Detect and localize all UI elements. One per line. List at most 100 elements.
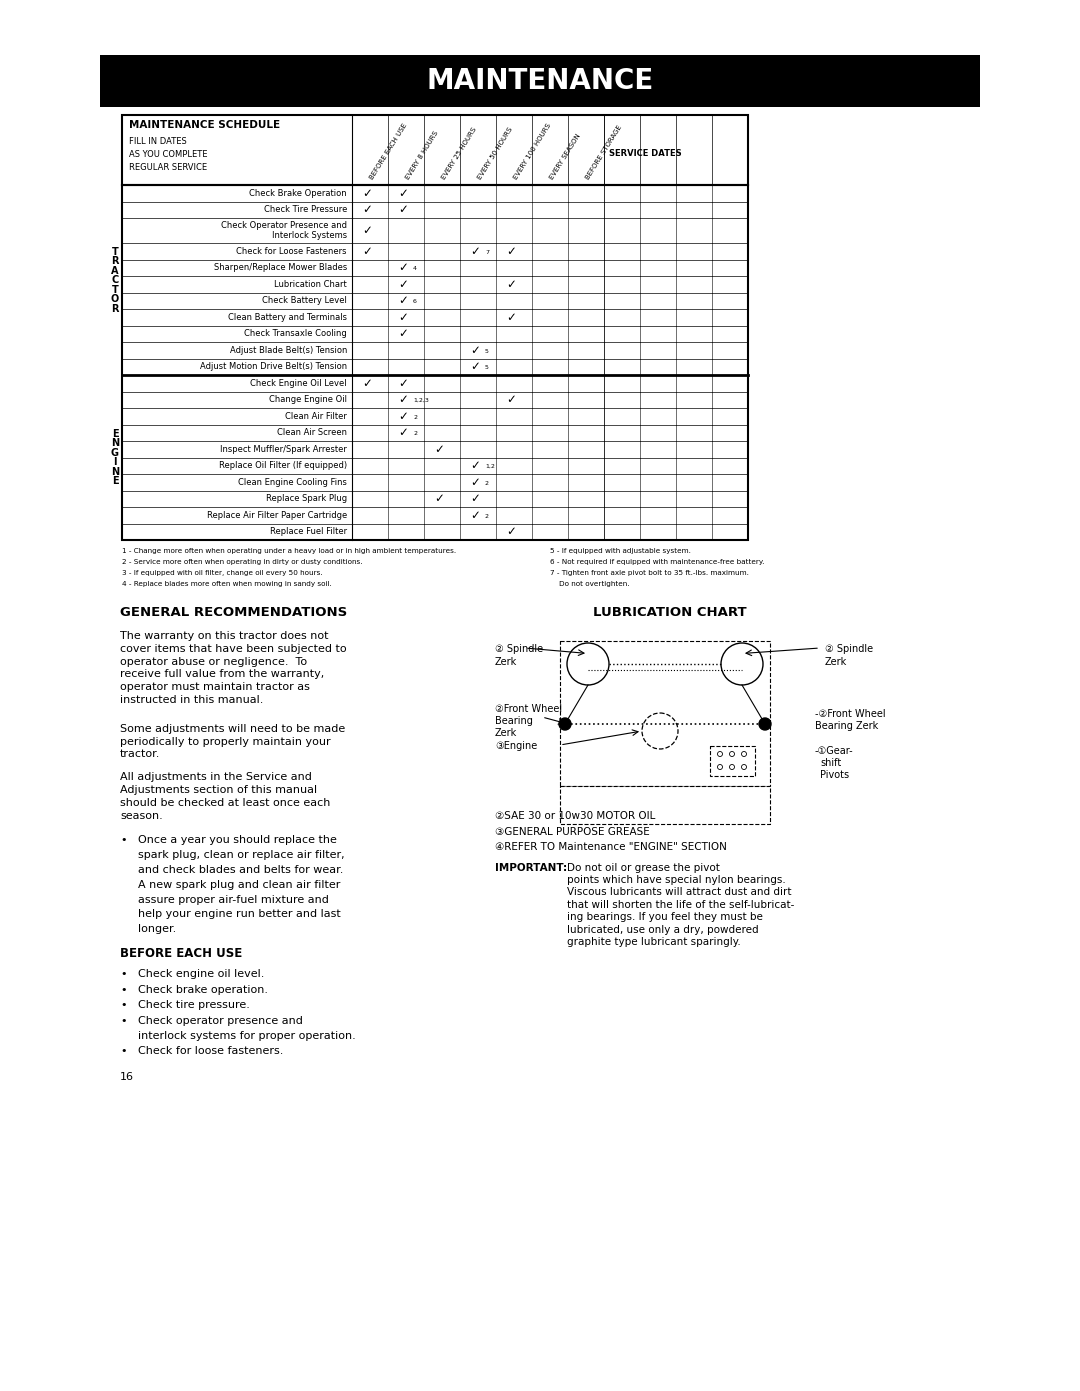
Text: Check Battery Level: Check Battery Level [262,296,347,305]
Text: Once a year you should replace the: Once a year you should replace the [138,836,337,846]
Text: ③Engine: ③Engine [495,741,537,751]
Text: FILL IN DATES: FILL IN DATES [129,136,187,146]
Text: ✓: ✓ [470,344,480,356]
Text: Check for Loose Fasteners: Check for Loose Fasteners [237,246,347,256]
Text: 2: 2 [485,481,489,485]
Text: Bearing: Bearing [495,716,532,726]
Text: •: • [120,1015,126,1025]
Text: 2 - Service more often when operating in dirty or dusty conditions.: 2 - Service more often when operating in… [122,559,363,565]
Circle shape [559,718,571,730]
Text: R: R [111,256,119,266]
Text: All adjustments in the Service and
Adjustments section of this manual
should be : All adjustments in the Service and Adjus… [120,772,330,821]
Text: The warranty on this tractor does not
cover items that have been subjected to
op: The warranty on this tractor does not co… [120,632,347,705]
Text: •: • [120,985,126,995]
Text: SERVICE DATES: SERVICE DATES [609,149,681,159]
Text: interlock systems for proper operation.: interlock systems for proper operation. [138,1031,355,1040]
Text: 2: 2 [485,513,489,519]
Text: A: A [111,266,119,275]
Bar [122,115,748,185]
Text: Check Transaxle Cooling: Check Transaxle Cooling [244,330,347,338]
Text: -①Gear-: -①Gear- [815,746,853,755]
Text: Inspect Muffler/Spark Arrester: Inspect Muffler/Spark Arrester [220,445,347,453]
Text: Zerk: Zerk [825,657,847,668]
Bar [710,746,755,776]
Text: ✓: ✓ [399,394,408,406]
Text: 1 - Change more often when operating under a heavy load or in high ambient tempe: 1 - Change more often when operating und… [122,548,456,554]
Text: Check tire pressure.: Check tire pressure. [138,1000,249,1010]
Text: 6: 6 [413,299,417,305]
Text: and check blades and belts for wear.: and check blades and belts for wear. [138,865,343,875]
Text: C: C [111,275,119,285]
Text: Check Tire Pressure: Check Tire Pressure [264,206,347,214]
Text: ✓: ✓ [434,492,444,505]
Text: Zerk: Zerk [495,727,517,739]
Text: 1,2: 1,2 [485,465,495,469]
Text: ✓: ✓ [362,203,372,216]
Text: AS YOU COMPLETE: AS YOU COMPLETE [129,150,207,159]
Text: R: R [111,303,119,313]
Text: 7 - Tighten front axle pivot bolt to 35 ft.-lbs. maximum.: 7 - Tighten front axle pivot bolt to 35 … [550,570,748,576]
Text: ✓: ✓ [507,278,516,291]
Text: ✓: ✓ [507,310,516,324]
Text: ②SAE 30 or 10w30 MOTOR OIL: ②SAE 30 or 10w30 MOTOR OIL [495,811,656,821]
Text: ✓: ✓ [470,360,480,373]
Text: BEFORE EACH USE: BEFORE EACH USE [369,122,408,181]
Text: Check engine oil level.: Check engine oil level. [138,970,265,979]
Text: BEFORE EACH USE: BEFORE EACH USE [120,947,242,960]
Text: N: N [111,467,119,477]
Text: 4: 4 [413,266,417,271]
Text: G: G [111,448,119,458]
Text: 5: 5 [485,349,489,353]
Text: 16: 16 [120,1072,134,1082]
Text: T: T [111,285,119,295]
Text: ② Spindle: ② Spindle [495,644,543,654]
Text: Check Operator Presence and
Interlock Systems: Check Operator Presence and Interlock Sy… [221,221,347,239]
Text: ✓: ✓ [399,262,408,274]
Text: Adjust Blade Belt(s) Tension: Adjust Blade Belt(s) Tension [230,346,347,355]
Bar [561,641,770,786]
Text: 1,2,3: 1,2,3 [413,398,429,403]
Bar [100,56,980,107]
Text: ✓: ✓ [399,426,408,440]
Text: Bearing Zerk: Bearing Zerk [815,721,878,732]
Text: Check Brake Operation: Check Brake Operation [249,189,347,198]
Text: IMPORTANT:: IMPORTANT: [495,862,567,872]
Text: A new spark plug and clean air filter: A new spark plug and clean air filter [138,879,340,890]
Text: ✓: ✓ [362,224,372,236]
Text: ✓: ✓ [507,526,516,538]
Text: LUBRICATION CHART: LUBRICATION CHART [593,606,746,619]
Text: EVERY 8 HOURS: EVERY 8 HOURS [405,131,440,181]
Text: help your engine run better and last: help your engine run better and last [138,910,341,919]
Text: ✓: ✓ [362,377,372,389]
Text: Replace Fuel Filter: Replace Fuel Filter [270,527,347,537]
Text: ✓: ✓ [470,459,480,473]
Text: BEFORE STORAGE: BEFORE STORAGE [585,125,623,181]
Text: •: • [120,1000,126,1010]
Text: Adjust Motion Drive Belt(s) Tension: Adjust Motion Drive Belt(s) Tension [200,362,347,371]
Text: Check brake operation.: Check brake operation. [138,985,268,995]
Text: ✓: ✓ [507,394,516,406]
Text: I: I [113,458,117,467]
Text: •: • [120,1046,126,1057]
Text: Lubrication Chart: Lubrication Chart [274,280,347,289]
Text: Replace Air Filter Paper Cartridge: Replace Air Filter Paper Cartridge [206,510,347,520]
Text: ④REFER TO Maintenance "ENGINE" SECTION: ④REFER TO Maintenance "ENGINE" SECTION [495,842,727,853]
Text: assure proper air-fuel mixture and: assure proper air-fuel mixture and [138,894,329,904]
Text: ✓: ✓ [470,492,480,505]
Text: ✓: ✓ [470,245,480,257]
Text: 5: 5 [485,366,489,370]
Text: shift: shift [820,758,841,768]
Text: 7: 7 [485,250,489,255]
Text: ✓: ✓ [470,509,480,522]
Text: 5 - If equipped with adjustable system.: 5 - If equipped with adjustable system. [550,548,691,554]
Bar [561,786,770,823]
Text: ✓: ✓ [399,327,408,341]
Text: EVERY SEASON: EVERY SEASON [549,134,582,181]
Text: Clean Battery and Terminals: Clean Battery and Terminals [228,313,347,321]
Text: Change Engine Oil: Change Engine Oil [269,395,347,405]
Text: -②Front Wheel: -②Front Wheel [815,709,886,719]
Text: ✓: ✓ [399,203,408,216]
Text: ✓: ✓ [362,245,372,257]
Text: 4 - Replace blades more often when mowing in sandy soil.: 4 - Replace blades more often when mowin… [122,581,332,587]
Text: EVERY 50 HOURS: EVERY 50 HOURS [477,127,514,181]
